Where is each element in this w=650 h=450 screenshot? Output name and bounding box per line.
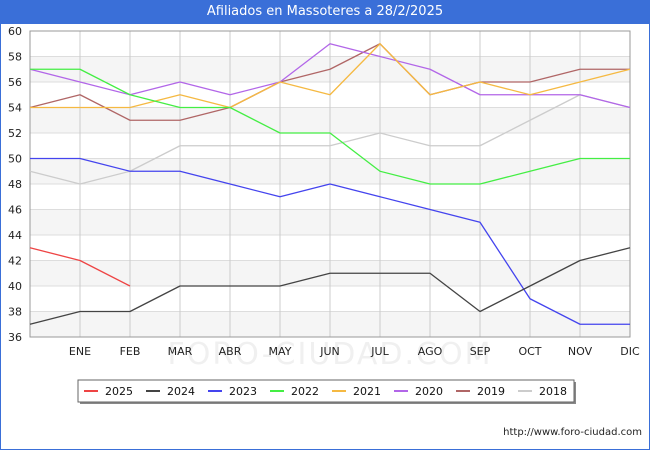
x-tick-label: JUL xyxy=(370,345,389,358)
series-line-2023 xyxy=(30,157,630,325)
watermark: FORO-CIUDAD.COM xyxy=(168,337,493,372)
source-credit: http://www.foro-ciudad.com xyxy=(503,427,642,438)
y-tick-label: 46 xyxy=(8,204,22,217)
x-tick-label: MAR xyxy=(168,345,193,358)
series-line-2025 xyxy=(29,247,131,287)
series-line-2022 xyxy=(30,68,630,185)
x-tick-label: OCT xyxy=(518,345,541,358)
x-tick-label: DIC xyxy=(620,345,640,358)
x-tick-label: SEP xyxy=(470,345,491,358)
x-axis-ticks: ENE FEB MAR ABR MAY JUN JUL AGO SEP OCT NOV DIC xyxy=(69,345,640,358)
x-tick-label: MAY xyxy=(269,345,292,358)
series-line-2024 xyxy=(29,247,631,325)
y-tick-label: 44 xyxy=(8,229,22,242)
y-tick-label: 60 xyxy=(8,25,22,38)
legend-label-2024: 2024 xyxy=(167,385,195,398)
x-tick-label: FEB xyxy=(120,345,141,358)
x-tick-label: NOV xyxy=(568,345,593,358)
y-tick-label: 52 xyxy=(8,127,22,140)
y-tick-label: 58 xyxy=(8,51,22,64)
legend-label-2023: 2023 xyxy=(229,385,257,398)
y-tick-label: 50 xyxy=(8,153,22,166)
plot-border xyxy=(29,30,631,338)
x-tick-label: AGO xyxy=(418,345,443,358)
series-lines xyxy=(29,43,631,325)
y-tick-label: 48 xyxy=(8,178,22,191)
legend-box xyxy=(77,379,575,403)
x-tick-label: JUN xyxy=(319,345,340,358)
y-axis-ticks: 36 38 40 42 44 46 48 50 52 54 56 58 60 xyxy=(8,25,22,344)
legend-label-2019: 2019 xyxy=(477,385,505,398)
series-line-2021 xyxy=(30,43,631,109)
series-line-2019 xyxy=(29,43,630,121)
chart-title: Afiliados en Massoteres a 28/2/2025 xyxy=(0,0,650,24)
legend-label-2022: 2022 xyxy=(291,385,319,398)
y-tick-label: 36 xyxy=(8,331,22,344)
y-tick-label: 40 xyxy=(8,280,22,293)
legend-label-2018: 2018 xyxy=(539,385,567,398)
y-tick-label: 54 xyxy=(8,102,22,115)
x-tick-label: ABR xyxy=(219,345,242,358)
y-tick-label: 56 xyxy=(8,76,22,89)
legend-label-2021: 2021 xyxy=(353,385,381,398)
y-tick-label: 42 xyxy=(8,255,22,268)
legend: 2025 2024 2023 2022 2021 2020 2019 2018 xyxy=(77,379,576,404)
y-tick-label: 38 xyxy=(8,306,22,319)
x-tick-label: ENE xyxy=(69,345,91,358)
legend-label-2025: 2025 xyxy=(105,385,133,398)
legend-label-2020: 2020 xyxy=(415,385,443,398)
